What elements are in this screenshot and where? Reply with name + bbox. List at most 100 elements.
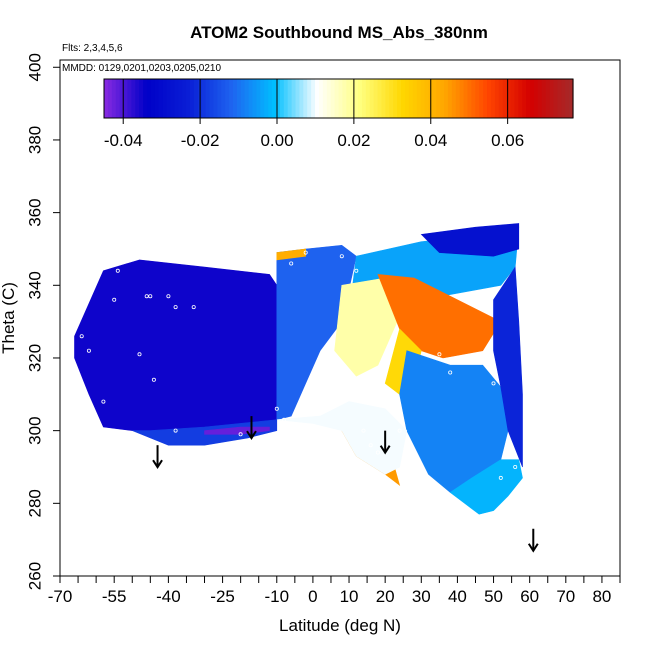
colorbar-swatch-2: [111, 79, 117, 118]
colorbar-swatch-11: [146, 79, 152, 118]
colorbar-swatch-6: [127, 79, 132, 118]
colorbar-swatch-73: [389, 79, 394, 118]
colorbar-swatch-47: [287, 79, 293, 118]
colorbar-swatch-89: [451, 79, 457, 118]
colorbar-swatch-50: [299, 79, 304, 118]
colorbar-swatch-64: [354, 79, 359, 118]
sample-point-12: [173, 428, 178, 433]
colorbar-swatch-114: [549, 79, 555, 118]
colorbar-swatch-76: [401, 79, 406, 118]
colorbar-swatch-32: [229, 79, 234, 118]
colorbar-swatch-65: [358, 79, 363, 118]
sample-point-3: [112, 297, 117, 302]
colorbar-swatch-53: [311, 79, 316, 118]
colorbar-swatch-31: [225, 79, 230, 118]
colorbar-swatch-92: [463, 79, 469, 118]
colorbar-swatch-84: [432, 79, 437, 118]
colorbar-swatch-33: [232, 79, 238, 118]
colorbar-swatch-74: [393, 79, 398, 118]
region-0: [74, 259, 278, 435]
x-tick-label: 0: [308, 587, 317, 606]
colorbar: -0.04 -0.02 0.00 0.02 0.04 0.06: [103, 78, 574, 150]
y-tick-label: 320: [25, 344, 44, 372]
colorbar-tick-label: 0.06: [491, 131, 524, 150]
colorbar-swatch-75: [397, 79, 402, 118]
sample-point-7: [166, 294, 171, 299]
colorbar-swatch-36: [244, 79, 250, 118]
sample-point-23: [397, 428, 402, 433]
colorbar-swatch-77: [404, 79, 410, 118]
colorbar-swatch-17: [170, 79, 175, 118]
colorbar-swatch-1: [107, 79, 113, 118]
colorbar-swatch-57: [326, 79, 332, 118]
sample-point-27: [498, 475, 503, 480]
sample-point-11: [151, 377, 156, 382]
colorbar-tick-label: -0.02: [181, 131, 220, 150]
colorbar-swatch-93: [467, 79, 472, 118]
colorbar-swatch-97: [483, 79, 488, 118]
x-tick-label: 10: [340, 587, 359, 606]
colorbar-swatch-26: [205, 79, 211, 118]
colorbar-swatch-13: [154, 79, 160, 118]
colorbar-swatch-52: [307, 79, 312, 118]
y-tick-label: 360: [25, 198, 44, 226]
region-3: [420, 223, 520, 257]
colorbar-swatch-48: [291, 79, 297, 118]
colorbar-swatch-35: [240, 79, 246, 118]
sample-point-5: [144, 294, 149, 299]
colorbar-swatch-49: [295, 79, 301, 118]
colorbar-swatch-105: [514, 79, 519, 118]
sample-point-20: [361, 428, 366, 433]
colorbar-swatch-12: [150, 79, 156, 118]
colorbar-swatch-29: [217, 79, 222, 118]
colorbar-tick-label: 0.02: [337, 131, 370, 150]
colorbar-swatch-109: [530, 79, 535, 118]
colorbar-swatch-62: [346, 79, 351, 118]
colorbar-swatch-45: [279, 79, 285, 118]
colorbar-tick-label: 0.00: [260, 131, 293, 150]
sample-point-16: [289, 261, 294, 266]
colorbar-swatch-115: [553, 79, 558, 118]
colorbar-swatch-71: [381, 79, 386, 118]
sample-point-0: [79, 334, 84, 339]
x-tick-label: -40: [156, 587, 181, 606]
sample-point-2: [101, 399, 106, 404]
colorbar-swatch-119: [569, 79, 574, 118]
x-tick-label: 60: [520, 587, 539, 606]
dates-annotation: MMDD: 0129,0201,0203,0205,0210: [62, 63, 221, 74]
colorbar-swatch-86: [440, 79, 445, 118]
x-tick-label: -70: [48, 587, 73, 606]
colorbar-swatch-95: [475, 79, 480, 118]
colorbar-swatch-37: [248, 79, 254, 118]
sample-point-9: [191, 305, 196, 310]
colorbar-swatch-118: [565, 79, 570, 118]
flights-annotation: Flts: 2,3,4,5,6: [62, 43, 123, 54]
colorbar-swatch-9: [139, 79, 144, 118]
x-tick-label: 40: [448, 587, 467, 606]
sample-point-4: [115, 268, 120, 273]
colorbar-swatch-80: [416, 79, 422, 118]
y-tick-label: 340: [25, 271, 44, 299]
latitude-arrows: [152, 416, 539, 553]
x-tick-label: 20: [376, 587, 395, 606]
sample-point-19: [354, 268, 359, 273]
x-tick-label: 70: [556, 587, 575, 606]
colorbar-swatch-58: [330, 79, 336, 118]
sample-point-8: [173, 305, 178, 310]
colorbar-swatch-7: [131, 79, 136, 118]
x-tick-label: 50: [484, 587, 503, 606]
colorbar-tick-label: 0.04: [414, 131, 447, 150]
heatmap-regions: [74, 223, 523, 515]
colorbar-swatch-44: [275, 79, 281, 118]
region-14: [276, 248, 307, 261]
colorbar-swatch-110: [533, 79, 539, 118]
colorbar-swatch-14: [158, 79, 164, 118]
colorbar-swatch-51: [303, 79, 308, 118]
colorbar-swatch-81: [420, 79, 426, 118]
colorbar-swatch-4: [119, 79, 125, 118]
x-tick-label: -10: [264, 587, 289, 606]
region-13: [204, 426, 270, 435]
colorbar-swatch-18: [174, 79, 179, 118]
colorbar-swatch-67: [365, 79, 371, 118]
sample-point-22: [375, 450, 380, 455]
